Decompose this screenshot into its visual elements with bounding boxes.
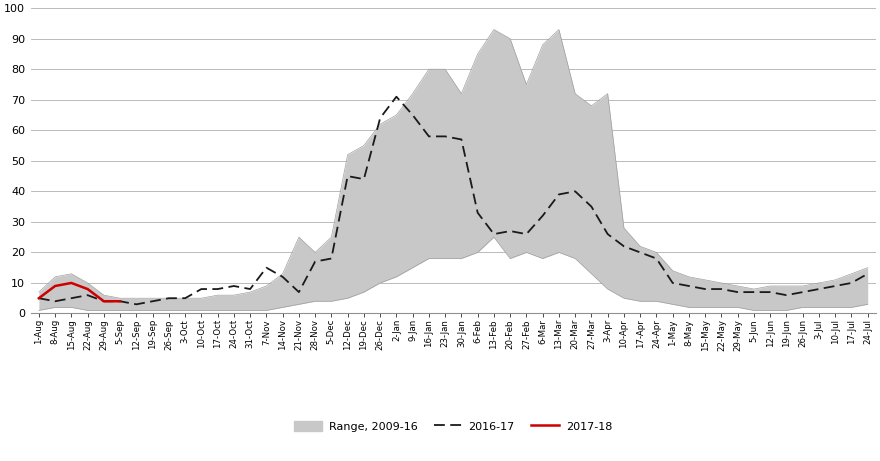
2017-18	[83, 286, 93, 292]
Line: 2017-18: 2017-18	[39, 283, 120, 301]
2017-18	[50, 283, 61, 289]
2017-18	[99, 299, 109, 304]
2016-17	[570, 189, 581, 194]
2016-17	[456, 136, 466, 142]
Legend: Range, 2009-16, 2016-17, 2017-18: Range, 2009-16, 2016-17, 2017-18	[290, 416, 617, 436]
2016-17	[862, 271, 873, 277]
2017-18	[66, 280, 77, 286]
2017-18	[114, 299, 125, 304]
2017-18	[33, 296, 44, 301]
2016-17	[342, 173, 353, 179]
2016-17	[391, 94, 401, 100]
2016-17	[603, 231, 613, 237]
2016-17	[131, 301, 142, 307]
Line: 2016-17: 2016-17	[39, 97, 868, 304]
2016-17	[99, 299, 109, 304]
2016-17	[505, 228, 516, 234]
2016-17	[33, 296, 44, 301]
